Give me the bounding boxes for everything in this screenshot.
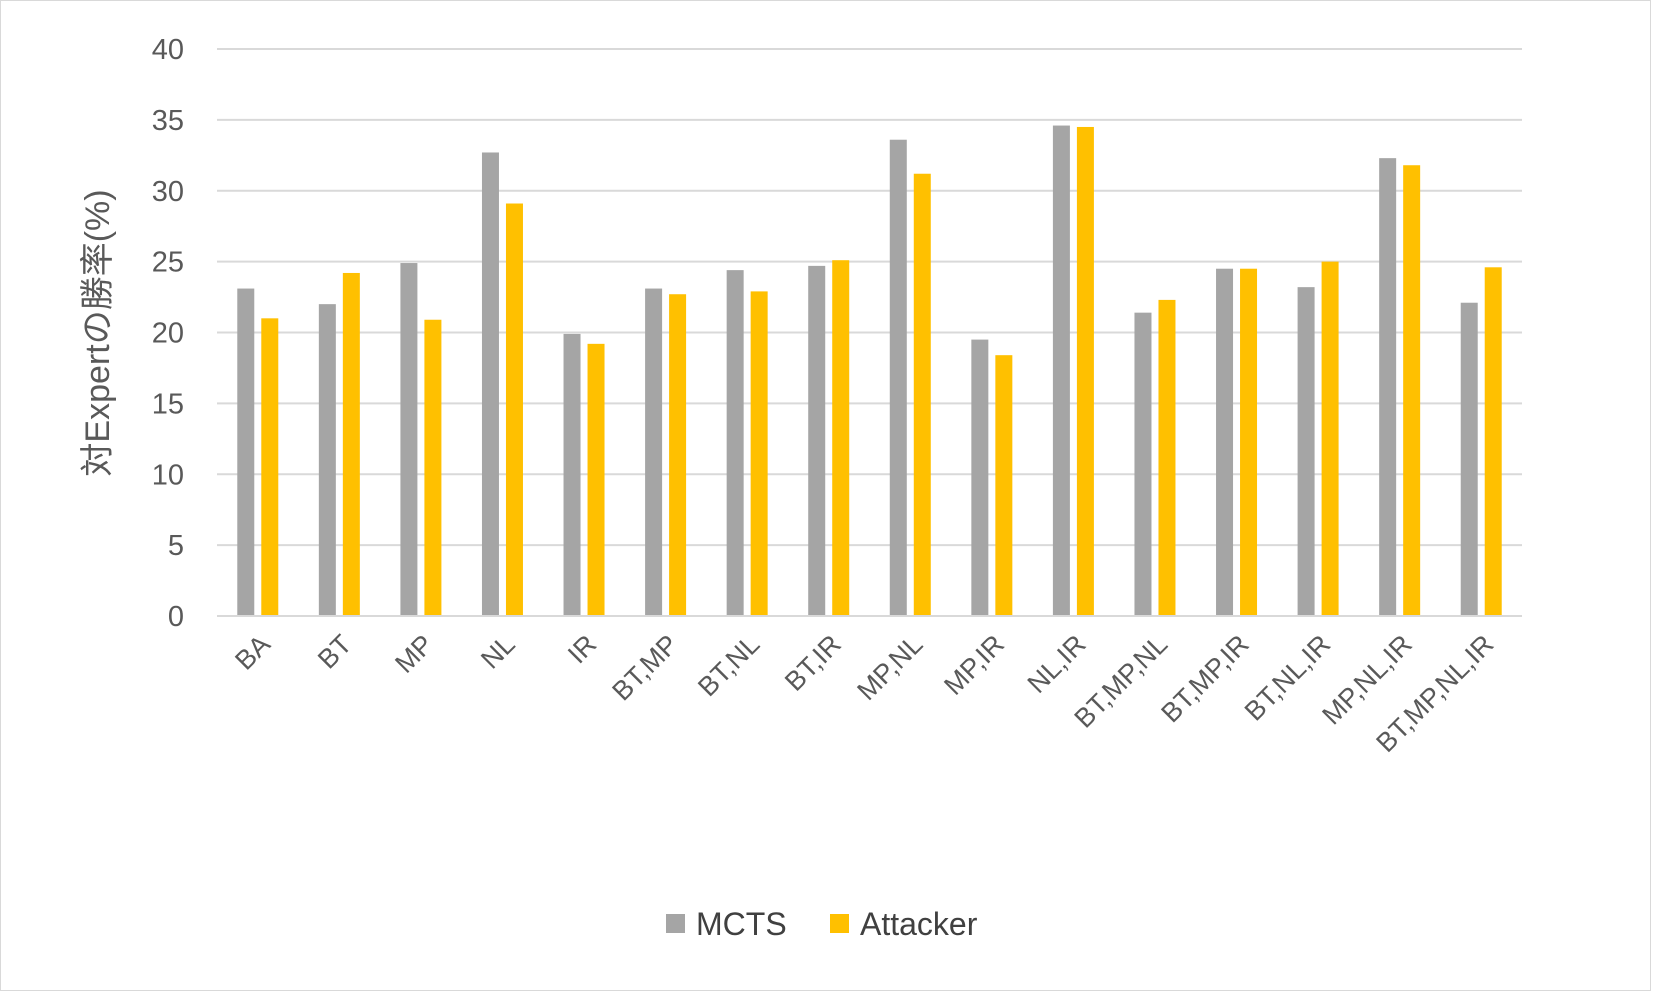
bar-mcts-nl-ir	[1052, 125, 1070, 617]
bar-mcts-ir	[563, 333, 581, 616]
bar-attacker-mp-nl	[913, 173, 931, 617]
x-tick-label: BT	[312, 629, 358, 675]
bar-attacker-ir	[587, 343, 605, 616]
bar-mcts-mp	[400, 263, 418, 616]
bar-mcts-mp-nl	[889, 139, 907, 616]
bar-mcts-mp-nl-ir	[1379, 158, 1397, 616]
y-tick-label: 30	[152, 176, 184, 208]
legend-swatch-mcts	[666, 914, 685, 933]
bar-attacker-bt	[342, 272, 360, 616]
x-tick-label: NL	[475, 629, 521, 675]
bar-attacker-ba	[261, 318, 279, 616]
bar-mcts-bt-mp-ir	[1216, 268, 1234, 616]
bar-mcts-bt-mp	[645, 288, 663, 616]
bar-mcts-ba	[237, 288, 255, 616]
legend: MCTS Attacker	[666, 906, 978, 942]
y-axis-ticks: 0 5 10 15 20 25 30 35 40	[152, 34, 184, 633]
x-tick-label: BT,IR	[779, 629, 847, 697]
y-tick-label: 25	[152, 247, 184, 279]
legend-label-attacker: Attacker	[860, 906, 978, 942]
x-tick-label: MP	[389, 629, 439, 679]
x-tick-label: NL,IR	[1022, 629, 1092, 699]
x-tick-label: BA	[229, 629, 276, 676]
y-tick-label: 20	[152, 318, 184, 350]
bar-attacker-nl	[505, 203, 523, 616]
bar-attacker-mp-ir	[995, 355, 1013, 616]
bar-mcts-bt-mp-nl-ir	[1460, 302, 1478, 616]
legend-label-mcts: MCTS	[696, 906, 787, 942]
bar-attacker-bt-nl	[750, 291, 768, 616]
bar-attacker-mp	[424, 319, 442, 616]
bar-mcts-bt	[318, 304, 336, 616]
legend-swatch-attacker	[830, 914, 849, 933]
x-axis-ticks: BA BT MP NL IR BT,MP BT,NL BT,IR MP,NL MP,IR NL,IR…	[229, 629, 1499, 758]
x-tick-label: MP,NL	[851, 629, 928, 706]
bar-attacker-bt-mp	[669, 294, 687, 616]
bar-attacker-bt-mp-nl-ir	[1484, 267, 1502, 616]
y-axis-label: 対Expertの勝率(%)	[79, 189, 117, 476]
bar-mcts-bt-nl	[726, 270, 744, 616]
y-tick-label: 35	[152, 105, 184, 137]
y-tick-label: 0	[168, 601, 184, 633]
y-tick-label: 15	[152, 388, 184, 420]
bar-attacker-bt-ir	[832, 260, 850, 616]
bar-attacker-bt-mp-ir	[1240, 268, 1258, 616]
x-tick-label: MP,IR	[938, 629, 1010, 701]
x-tick-label: BT,MP,IR	[1155, 629, 1254, 728]
bar-mcts-bt-mp-nl	[1134, 312, 1152, 616]
x-tick-label: BT,MP	[606, 629, 683, 706]
bar-mcts-mp-ir	[971, 339, 989, 616]
bars	[237, 125, 1502, 617]
bar-mcts-nl	[481, 152, 499, 617]
x-tick-label: IR	[562, 629, 602, 669]
bar-attacker-bt-nl-ir	[1321, 261, 1339, 616]
y-tick-label: 5	[168, 530, 184, 562]
bar-attacker-mp-nl-ir	[1403, 165, 1421, 617]
bar-attacker-bt-mp-nl	[1158, 299, 1176, 616]
bar-mcts-bt-ir	[808, 265, 826, 616]
bar-mcts-bt-nl-ir	[1297, 287, 1315, 616]
y-tick-label: 10	[152, 459, 184, 491]
y-tick-label: 40	[152, 34, 184, 66]
x-tick-label: BT,NL	[692, 629, 765, 702]
bar-attacker-nl-ir	[1076, 126, 1094, 617]
